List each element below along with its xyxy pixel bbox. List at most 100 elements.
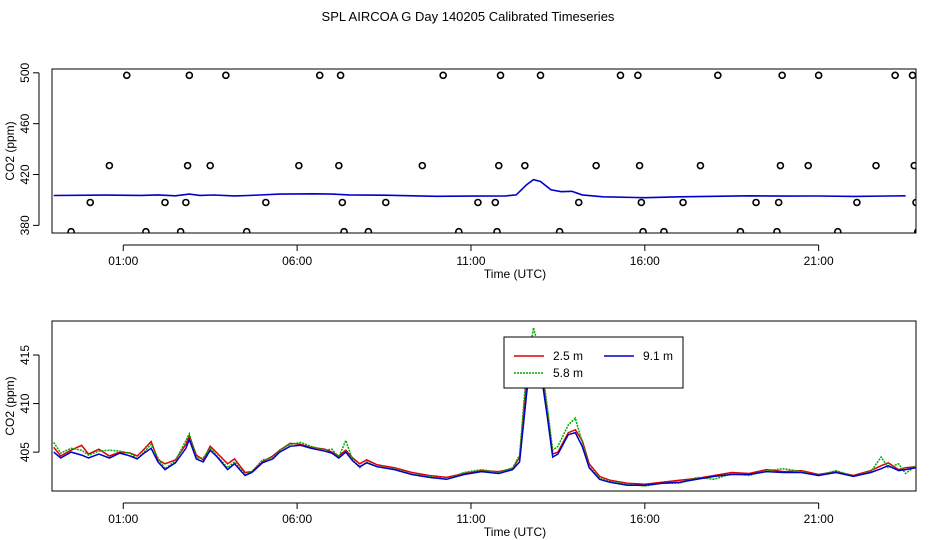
plot-area xyxy=(53,71,916,233)
x-tick-label: 06:00 xyxy=(282,254,312,268)
flag-point xyxy=(183,161,192,170)
flag-point xyxy=(364,227,373,233)
flag-point xyxy=(736,227,745,233)
flag-point xyxy=(336,71,345,80)
flag-point xyxy=(891,71,899,80)
flag-point xyxy=(335,161,343,170)
legend-label-h58: 5.8 m xyxy=(553,366,583,380)
flag-point xyxy=(908,71,916,80)
plot-frame xyxy=(51,320,917,492)
series-line-h58 xyxy=(53,327,916,487)
flag-point xyxy=(67,227,75,233)
flag-point xyxy=(521,161,529,170)
flag-point xyxy=(910,161,916,170)
flag-point xyxy=(242,227,251,233)
flag-point xyxy=(804,161,813,170)
flag-point xyxy=(660,227,668,233)
flag-point xyxy=(536,71,545,80)
flag-point xyxy=(161,198,169,207)
flag-point xyxy=(381,198,390,207)
x-tick-label: 01:00 xyxy=(108,512,138,526)
series-line-h91 xyxy=(53,337,916,486)
series-line-h25 xyxy=(53,337,916,485)
flag-point xyxy=(853,198,861,207)
flag-point xyxy=(315,71,324,80)
flag-point xyxy=(913,228,916,233)
y-tick-label: 460 xyxy=(18,113,32,133)
y-tick-label: 380 xyxy=(18,215,32,235)
flag-point xyxy=(491,198,500,207)
flag-point xyxy=(262,198,270,207)
flag-point xyxy=(222,71,230,80)
flag-point xyxy=(142,227,150,233)
flag-point xyxy=(635,161,644,170)
x-axis-label: Time (UTC) xyxy=(484,267,546,281)
flag-point xyxy=(778,71,786,80)
panel-1: 01:00 06:00 11:00 16:00 21:00 Time (UTC) 380 42… xyxy=(3,62,917,281)
x-tick-label: 01:00 xyxy=(108,254,138,268)
flag-point xyxy=(592,161,600,170)
flag-point xyxy=(912,198,916,207)
x-axis: 01:00 06:00 11:00 16:00 21:00 Time (UTC) xyxy=(108,502,834,539)
plot-area xyxy=(53,327,916,487)
flag-point xyxy=(714,71,722,80)
plot-frame xyxy=(51,68,917,234)
flag-point xyxy=(182,198,190,207)
legend: 2.5 m 5.8 m 9.1 m xyxy=(503,336,684,389)
flag-point xyxy=(752,198,760,207)
x-axis-label: Time (UTC) xyxy=(484,525,546,539)
flag-point xyxy=(439,71,447,80)
flag-point xyxy=(833,227,842,233)
flag-point xyxy=(86,198,95,207)
flag-point xyxy=(474,198,482,207)
y-axis-label: CO2 (ppm) xyxy=(3,121,17,180)
x-tick-label: 21:00 xyxy=(804,254,834,268)
x-axis: 01:00 06:00 11:00 16:00 21:00 Time (UTC) xyxy=(108,244,834,281)
flag-point xyxy=(206,161,214,170)
flag-point xyxy=(776,161,785,170)
flag-point xyxy=(639,227,647,233)
x-tick-label: 11:00 xyxy=(456,512,485,526)
flag-point xyxy=(295,161,303,170)
x-tick-label: 21:00 xyxy=(804,512,834,526)
flag-point xyxy=(616,71,625,80)
legend-box xyxy=(503,336,684,389)
flag-point xyxy=(637,198,646,207)
flag-point xyxy=(338,198,347,207)
flag-point xyxy=(496,71,505,80)
flag-point xyxy=(340,227,348,233)
flag-point xyxy=(814,71,823,80)
series-line-h91 xyxy=(53,178,906,199)
flag-point xyxy=(494,161,503,170)
x-tick-label: 16:00 xyxy=(630,512,660,526)
flag-point xyxy=(555,227,564,233)
flag-point xyxy=(122,71,131,80)
flag-point xyxy=(773,227,781,233)
y-tick-label: 420 xyxy=(18,164,32,184)
chart-title: SPL AIRCOA G Day 140205 Calibrated Times… xyxy=(321,9,615,24)
flag-point xyxy=(176,227,185,233)
legend-label-h25: 2.5 m xyxy=(553,349,583,363)
flag-point xyxy=(493,227,501,233)
x-tick-label: 06:00 xyxy=(282,512,312,526)
flag-point xyxy=(774,198,783,207)
panel-2: 01:00 06:00 11:00 16:00 21:00 Time (UTC) 405 41… xyxy=(3,320,917,539)
legend-label-h91: 9.1 m xyxy=(643,349,673,363)
x-tick-label: 16:00 xyxy=(630,254,660,268)
y-tick-label: 405 xyxy=(18,442,32,462)
y-tick-label: 500 xyxy=(18,62,32,82)
y-tick-label: 410 xyxy=(18,393,32,413)
flag-point xyxy=(696,161,705,170)
flag-point xyxy=(105,161,114,170)
flag-point xyxy=(418,161,427,170)
y-tick-label: 415 xyxy=(18,345,32,365)
y-axis-label: CO2 (ppm) xyxy=(3,376,17,435)
flag-point xyxy=(454,227,463,233)
flag-point xyxy=(679,198,687,207)
x-tick-label: 11:00 xyxy=(456,254,485,268)
y-axis: 380 420 460 500 CO2 (ppm) xyxy=(3,62,40,235)
flag-point xyxy=(634,71,642,80)
